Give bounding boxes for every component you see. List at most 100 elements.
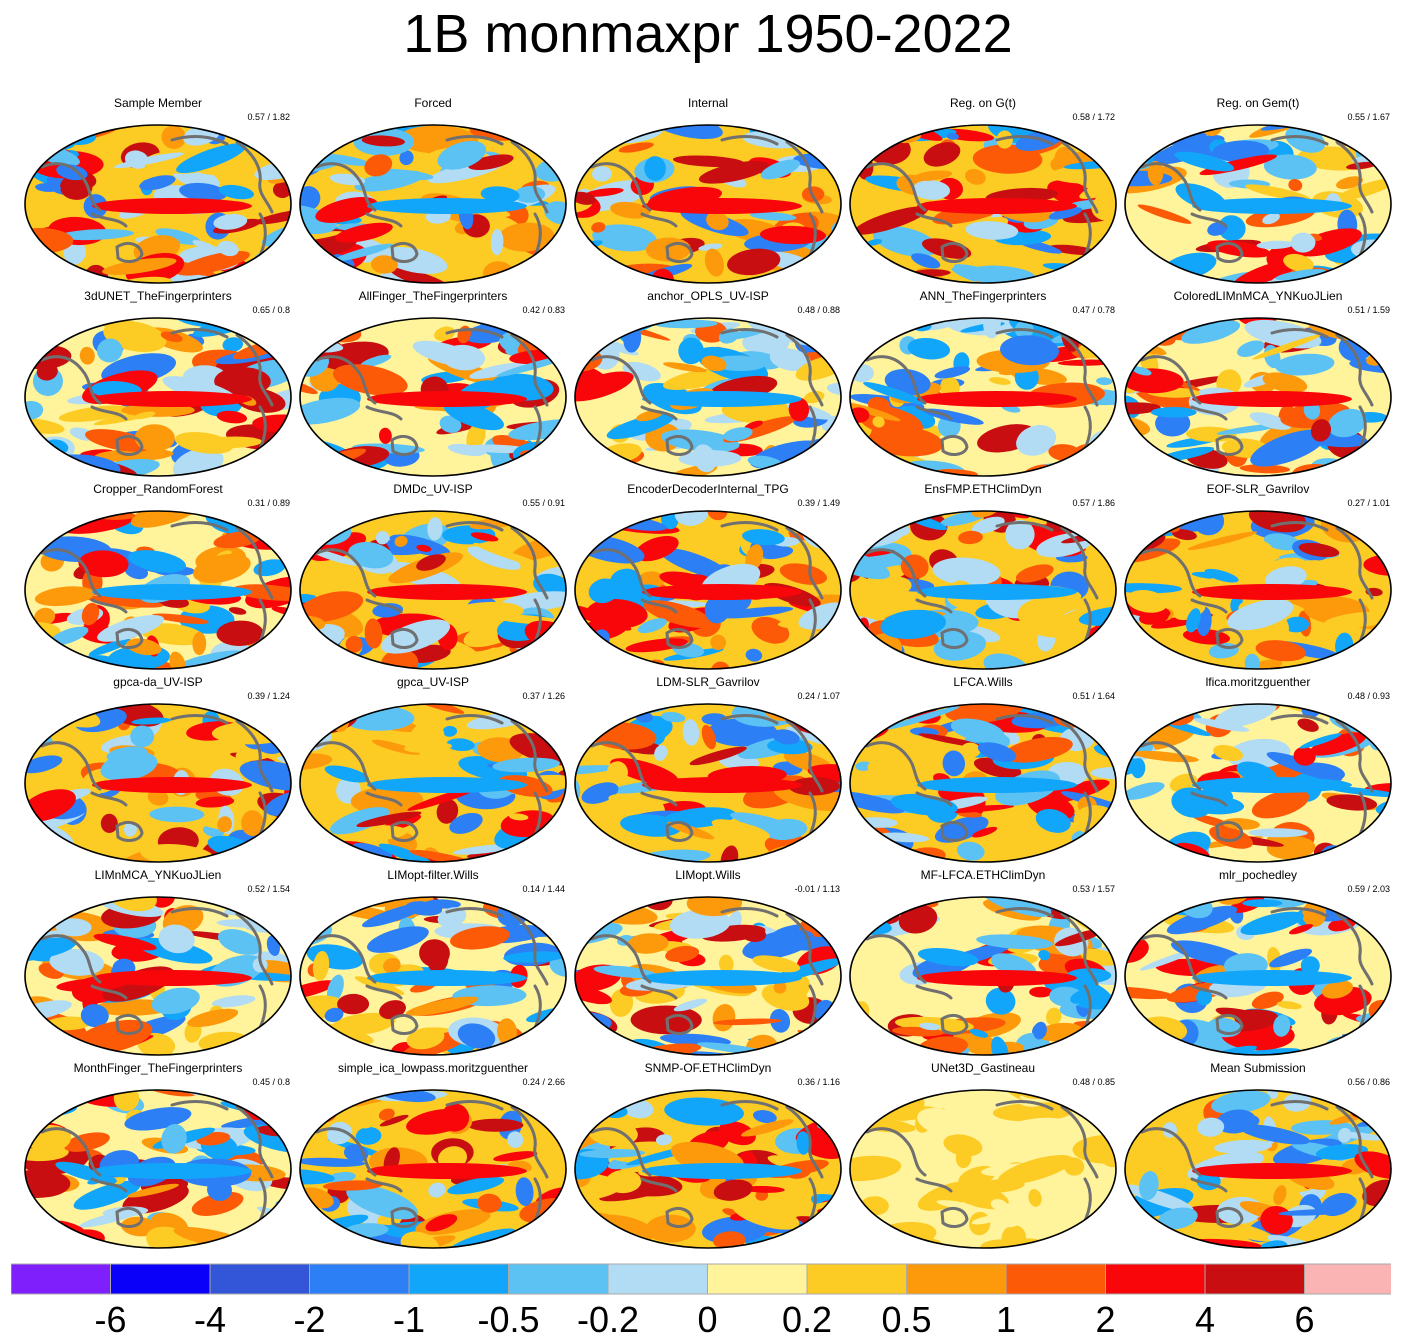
- panel-stats: 0.65 / 0.8: [252, 305, 290, 315]
- panel-title: AllFinger_TheFingerprinters: [358, 289, 508, 303]
- map-field: [299, 703, 567, 863]
- map-panel: MF-LFCA.ETHClimDyn 0.53 / 1.57: [847, 868, 1119, 1058]
- colorbar-tick-label: 0.2: [781, 1299, 833, 1340]
- map-panel: Cropper_RandomForest 0.31 / 0.89: [22, 482, 294, 672]
- panel-stats: 0.39 / 1.49: [797, 498, 840, 508]
- panel-title: Reg. on Gem(t): [1216, 96, 1300, 110]
- colorbar-swatch: [11, 1263, 111, 1295]
- map-panel: Internal: [572, 96, 844, 286]
- panel-title: DMDc_UV-ISP: [393, 482, 473, 496]
- map-panel: ColoredLIMnMCA_YNKuoJLien 0.51 / 1.59: [1122, 289, 1394, 479]
- panel-stats: 0.59 / 2.03: [1347, 884, 1390, 894]
- colorbar-tick-label: 2: [1095, 1299, 1116, 1340]
- panel-stats: 0.48 / 0.85: [1072, 1077, 1115, 1087]
- map-field: [1124, 510, 1392, 670]
- panel-stats: 0.39 / 1.24: [247, 691, 290, 701]
- colorbar-tick-label: -4: [193, 1299, 226, 1340]
- colorbar-swatch: [1204, 1263, 1305, 1295]
- colorbar-tick-label: -6: [94, 1299, 127, 1340]
- panel-stats: 0.24 / 1.07: [797, 691, 840, 701]
- colorbar-swatch: [110, 1263, 211, 1295]
- panel-title: Forced: [414, 96, 452, 110]
- panel-stats: 0.53 / 1.57: [1072, 884, 1115, 894]
- map-panel: LDM-SLR_Gavrilov 0.24 / 1.07: [572, 675, 844, 865]
- colorbar-swatch: [309, 1263, 410, 1295]
- colorbar: [11, 1263, 1391, 1295]
- map-panel: LIMnMCA_YNKuoJLien 0.52 / 1.54: [22, 868, 294, 1058]
- panel-title: 3dUNET_TheFingerprinters: [84, 289, 232, 303]
- map-panel: SNMP-OF.ETHClimDyn 0.36 / 1.16: [572, 1061, 844, 1251]
- panel-stats: 0.37 / 1.26: [522, 691, 565, 701]
- panel-title: Mean Submission: [1210, 1061, 1306, 1075]
- panel-stats: 0.31 / 0.89: [247, 498, 290, 508]
- panel-stats: 0.56 / 0.86: [1347, 1077, 1390, 1087]
- map-panel: LIMopt.Wills -0.01 / 1.13: [572, 868, 844, 1058]
- map-panel: LIMopt-filter.Wills 0.14 / 1.44: [297, 868, 569, 1058]
- panel-title: Cropper_RandomForest: [93, 482, 223, 496]
- map-field: [299, 124, 567, 284]
- map-field: [299, 317, 567, 477]
- colorbar-swatch: [209, 1263, 310, 1295]
- map-field: [1124, 124, 1392, 284]
- map-field: [24, 896, 292, 1056]
- map-panel: EOF-SLR_Gavrilov 0.27 / 1.01: [1122, 482, 1394, 672]
- panel-stats: 0.51 / 1.59: [1347, 305, 1390, 315]
- map-field: [574, 703, 842, 863]
- map-panel: mlr_pochedley 0.59 / 2.03: [1122, 868, 1394, 1058]
- panel-stats: 0.45 / 0.8: [252, 1077, 290, 1087]
- colorbar-tick-label: 0: [697, 1299, 718, 1340]
- map-panel: EnsFMP.ETHClimDyn 0.57 / 1.86: [847, 482, 1119, 672]
- panel-title: mlr_pochedley: [1218, 868, 1298, 882]
- colorbar-tick-label: -2: [293, 1299, 326, 1340]
- map-field: [574, 317, 842, 477]
- map-panel: anchor_OPLS_UV-ISP 0.48 / 0.88: [572, 289, 844, 479]
- map-panel: gpca_UV-ISP 0.37 / 1.26: [297, 675, 569, 865]
- figure-title: 1B monmaxpr 1950-2022: [403, 4, 1013, 64]
- map-panel: DMDc_UV-ISP 0.55 / 0.91: [297, 482, 569, 672]
- panel-title: Reg. on G(t): [949, 96, 1017, 110]
- colorbar-swatch: [1304, 1263, 1391, 1295]
- panel-title: MonthFinger_TheFingerprinters: [73, 1061, 243, 1075]
- panel-title: lfica.moritzguenther: [1205, 675, 1311, 689]
- colorbar-swatch: [1105, 1263, 1206, 1295]
- map-field: [299, 1089, 567, 1249]
- colorbar-swatch: [508, 1263, 609, 1295]
- map-panel: gpca-da_UV-ISP 0.39 / 1.24: [22, 675, 294, 865]
- panel-title: EOF-SLR_Gavrilov: [1206, 482, 1310, 496]
- colorbar-tick-label: -0.2: [576, 1299, 640, 1340]
- panel-title: LDM-SLR_Gavrilov: [656, 675, 760, 689]
- map-panel: Reg. on G(t) 0.58 / 1.72: [847, 96, 1119, 286]
- colorbar-tick-label: 6: [1294, 1299, 1315, 1340]
- panel-stats: 0.36 / 1.16: [797, 1077, 840, 1087]
- map-panel: AllFinger_TheFingerprinters 0.42 / 0.83: [297, 289, 569, 479]
- colorbar-tick-label: 0.5: [881, 1299, 932, 1340]
- map-field: [24, 703, 292, 863]
- panel-title: Internal: [687, 96, 729, 110]
- panel-stats: 0.48 / 0.88: [797, 305, 840, 315]
- map-field: [299, 896, 567, 1056]
- panel-title: SNMP-OF.ETHClimDyn: [644, 1061, 772, 1075]
- colorbar-tick-label: 4: [1194, 1299, 1216, 1340]
- colorbar-swatch: [1005, 1263, 1106, 1295]
- panel-title: LIMnMCA_YNKuoJLien: [94, 868, 222, 882]
- map-panel: Sample Member 0.57 / 1.82: [22, 96, 294, 286]
- panel-title: LFCA.Wills: [953, 675, 1013, 689]
- panel-title: EncoderDecoderInternal_TPG: [627, 482, 789, 496]
- map-field: [849, 1089, 1117, 1249]
- panel-stats: 0.57 / 1.86: [1072, 498, 1115, 508]
- map-panel: Reg. on Gem(t) 0.55 / 1.67: [1122, 96, 1394, 286]
- panel-title: EnsFMP.ETHClimDyn: [924, 482, 1042, 496]
- panel-title: MF-LFCA.ETHClimDyn: [920, 868, 1046, 882]
- colorbar-swatch: [707, 1263, 808, 1295]
- map-panel: simple_ica_lowpass.moritzguenther 0.24 / …: [297, 1061, 569, 1251]
- panel-stats: 0.55 / 0.91: [522, 498, 565, 508]
- map-field: [574, 1089, 842, 1249]
- colorbar-tick-label: -0.5: [477, 1299, 540, 1340]
- panel-stats: 0.51 / 1.64: [1072, 691, 1115, 701]
- map-field: [574, 510, 842, 670]
- colorbar-swatch: [806, 1263, 907, 1295]
- colorbar-tick-label: -1: [392, 1299, 425, 1340]
- map-panel: 3dUNET_TheFingerprinters 0.65 / 0.8: [22, 289, 294, 479]
- map-panel: Forced: [297, 96, 569, 286]
- map-panel: UNet3D_Gastineau 0.48 / 0.85: [847, 1061, 1119, 1251]
